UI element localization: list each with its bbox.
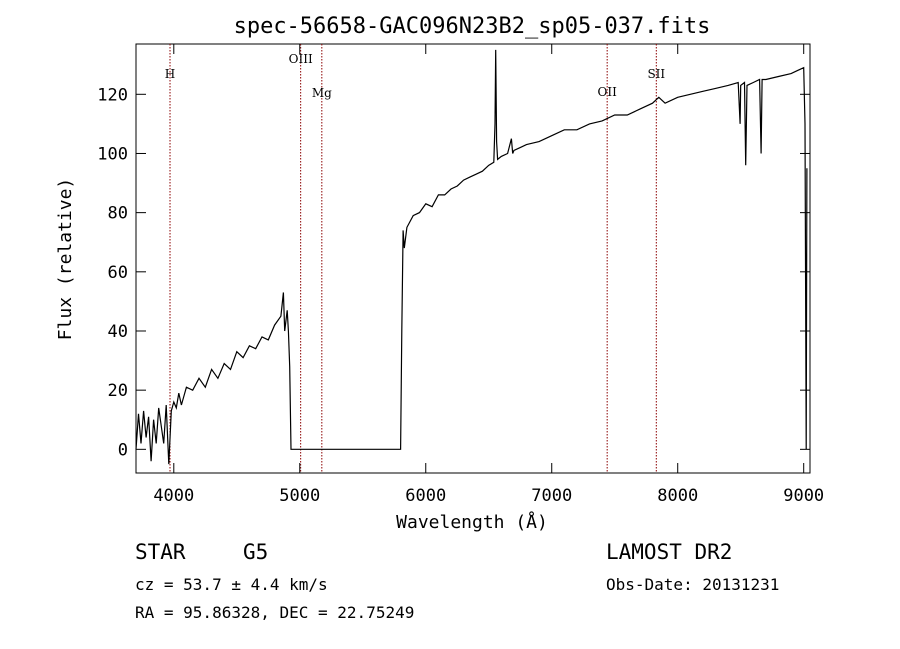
marker-label: SII (647, 67, 665, 81)
spectrum-line (135, 49, 808, 465)
marker-label: OII (598, 85, 618, 99)
y-tick-label: 80 (108, 204, 128, 224)
marker-label: Mg (312, 86, 332, 100)
marker-label: H (165, 67, 175, 81)
observation-date: Obs-Date: 20131231 (606, 575, 779, 594)
redshift-info: cz = 53.7 ± 4.4 km/s (135, 575, 328, 594)
x-tick-label: 4000 (153, 486, 194, 506)
x-axis-label: Wavelength (Å) (396, 511, 548, 533)
object-class: STAR (135, 540, 186, 564)
y-tick-label: 60 (108, 263, 128, 283)
y-tick-label: 20 (108, 381, 128, 401)
x-tick-label: 6000 (405, 486, 446, 506)
x-tick-label: 5000 (279, 486, 320, 506)
axis-ticks: 4000 5000 6000 7000 8000 9000 0 20 40 60 80 100 120 (97, 44, 824, 506)
emission-line-markers: H OIII Mg OII SII (165, 44, 665, 473)
x-tick-label: 9000 (783, 486, 824, 506)
y-axis-label: Flux (relative) (55, 178, 76, 341)
chart-title: spec-56658-GAC096N23B2_sp05-037.fits (234, 14, 711, 39)
plot-frame (135, 43, 811, 474)
y-tick-label: 0 (118, 440, 128, 460)
y-tick-label: 120 (97, 85, 128, 105)
object-subclass: G5 (243, 540, 268, 564)
x-tick-label: 7000 (531, 486, 572, 506)
y-tick-label: 40 (108, 322, 128, 342)
survey-name: LAMOST DR2 (606, 540, 732, 564)
x-tick-label: 8000 (657, 486, 698, 506)
y-tick-label: 100 (97, 144, 128, 164)
coordinates: RA = 95.86328, DEC = 22.75249 (135, 603, 414, 622)
marker-label: OIII (289, 52, 313, 66)
